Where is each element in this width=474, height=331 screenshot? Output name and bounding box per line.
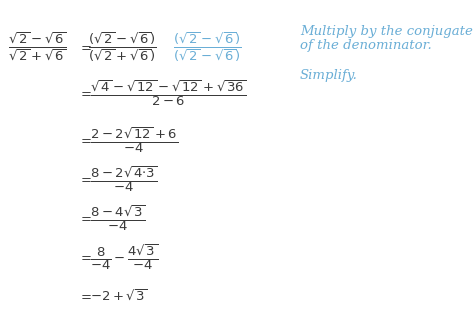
Text: $\dfrac{(\sqrt{2}-\sqrt{6})}{(\sqrt{2}+\sqrt{6})}$: $\dfrac{(\sqrt{2}-\sqrt{6})}{(\sqrt{2}+\… [88,30,157,64]
Text: $\dfrac{2-2\sqrt{12}+6}{-4}$: $\dfrac{2-2\sqrt{12}+6}{-4}$ [90,125,178,155]
Text: $=$: $=$ [78,212,92,224]
Text: $=$: $=$ [78,172,92,185]
Text: $\dfrac{8-2\sqrt{4{\cdot}3}}{-4}$: $\dfrac{8-2\sqrt{4{\cdot}3}}{-4}$ [90,164,158,194]
Text: $\dfrac{\sqrt{4}-\sqrt{12}-\sqrt{12}+\sqrt{36}}{2-6}$: $\dfrac{\sqrt{4}-\sqrt{12}-\sqrt{12}+\sq… [90,78,247,108]
Text: Multiply by the conjugate: Multiply by the conjugate [300,24,473,37]
Text: $=$: $=$ [78,251,92,263]
Text: $=$: $=$ [78,133,92,147]
Text: Simplify.: Simplify. [300,70,358,82]
Text: $-2+\sqrt{3}$: $-2+\sqrt{3}$ [90,288,148,304]
Text: $=$: $=$ [78,86,92,100]
Text: $=$: $=$ [78,40,92,54]
Text: $\dfrac{8-4\sqrt{3}}{-4}$: $\dfrac{8-4\sqrt{3}}{-4}$ [90,203,146,233]
Text: of the denominator.: of the denominator. [300,39,432,53]
Text: $=$: $=$ [78,290,92,303]
Text: $\dfrac{8}{-4}-\dfrac{4\sqrt{3}}{-4}$: $\dfrac{8}{-4}-\dfrac{4\sqrt{3}}{-4}$ [90,242,158,272]
Text: $\dfrac{\sqrt{2}-\sqrt{6}}{\sqrt{2}+\sqrt{6}}$: $\dfrac{\sqrt{2}-\sqrt{6}}{\sqrt{2}+\sqr… [8,31,67,63]
Text: $\dfrac{(\sqrt{2}-\sqrt{6})}{(\sqrt{2}-\sqrt{6})}$: $\dfrac{(\sqrt{2}-\sqrt{6})}{(\sqrt{2}-\… [173,30,242,64]
